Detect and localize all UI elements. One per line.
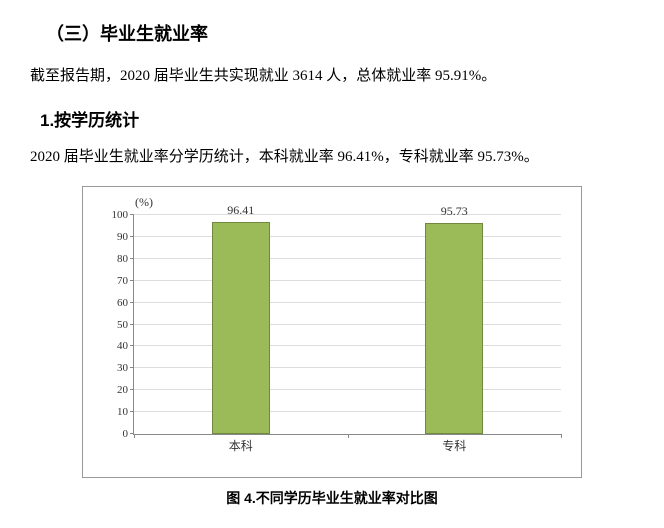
y-tick-mark <box>130 280 134 281</box>
sub-title: 1.按学历统计 <box>40 106 634 131</box>
y-tick-label: 60 <box>100 297 128 309</box>
y-tick-label: 0 <box>100 428 128 440</box>
y-tick-mark <box>130 324 134 325</box>
x-tick-label: 本科 <box>201 437 281 454</box>
plot-area: 010203040506070809010096.41本科95.73专科 <box>133 215 561 435</box>
x-tick-mark <box>348 434 349 438</box>
y-tick-mark <box>130 367 134 368</box>
gridline <box>134 214 561 215</box>
bar <box>212 222 270 434</box>
y-tick-label: 100 <box>100 209 128 221</box>
y-tick-mark <box>130 214 134 215</box>
chart-inner: (%) 010203040506070809010096.41本科95.73专科 <box>83 187 581 477</box>
y-tick-label: 30 <box>100 362 128 374</box>
y-tick-mark <box>130 258 134 259</box>
figure-caption: 图 4.不同学历毕业生就业率对比图 <box>30 488 634 508</box>
bar-value-label: 95.73 <box>414 204 494 219</box>
gridline <box>134 280 561 281</box>
intro-paragraph: 截至报告期，2020 届毕业生共实现就业 3614 人，总体就业率 95.91%… <box>30 64 634 90</box>
gridline <box>134 389 561 390</box>
y-tick-label: 10 <box>100 406 128 418</box>
section-title: （三）毕业生就业率 <box>46 20 634 46</box>
y-tick-label: 50 <box>100 319 128 331</box>
y-tick-mark <box>130 345 134 346</box>
x-tick-mark <box>134 434 135 438</box>
y-tick-mark <box>130 236 134 237</box>
bar <box>425 223 483 434</box>
y-axis-unit: (%) <box>135 195 153 210</box>
y-tick-label: 70 <box>100 275 128 287</box>
y-tick-mark <box>130 302 134 303</box>
bar-chart: (%) 010203040506070809010096.41本科95.73专科 <box>82 186 582 478</box>
gridline <box>134 258 561 259</box>
gridline <box>134 302 561 303</box>
gridline <box>134 324 561 325</box>
bar-value-label: 96.41 <box>201 203 281 218</box>
y-tick-mark <box>130 389 134 390</box>
gridline <box>134 345 561 346</box>
y-tick-mark <box>130 411 134 412</box>
sub-intro-paragraph: 2020 届毕业生就业率分学历统计，本科就业率 96.41%，专科就业率 95.… <box>30 145 634 171</box>
y-tick-label: 20 <box>100 384 128 396</box>
gridline <box>134 411 561 412</box>
x-tick-label: 专科 <box>414 437 494 454</box>
x-tick-mark <box>561 434 562 438</box>
y-tick-label: 90 <box>100 231 128 243</box>
y-tick-label: 80 <box>100 253 128 265</box>
gridline <box>134 367 561 368</box>
gridline <box>134 236 561 237</box>
y-tick-label: 40 <box>100 340 128 352</box>
